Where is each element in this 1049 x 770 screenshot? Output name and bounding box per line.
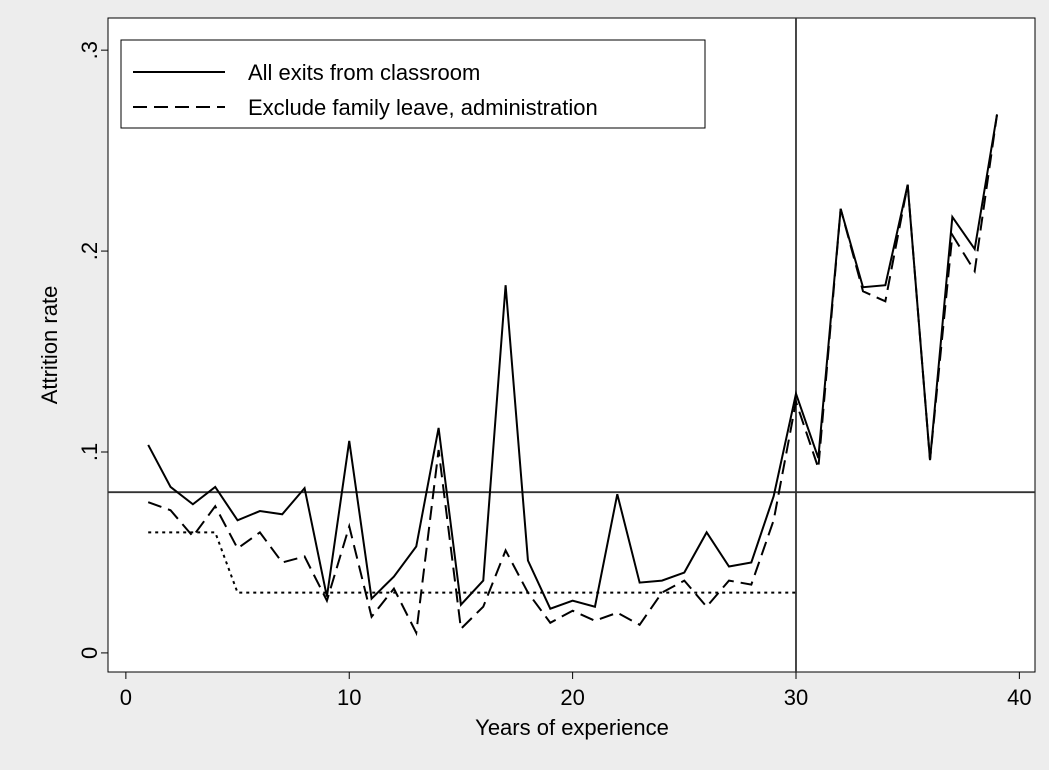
x-axis-label: Years of experience: [475, 715, 669, 740]
y-tick-label: .2: [77, 242, 102, 260]
y-tick-label: .1: [77, 443, 102, 461]
y-axis-label: Attrition rate: [37, 286, 62, 405]
x-tick-label: 20: [560, 685, 584, 710]
x-tick-label: 10: [337, 685, 361, 710]
series-line: [147, 114, 999, 610]
x-tick-label: 30: [784, 685, 808, 710]
y-tick-label: 0: [77, 647, 102, 659]
series-line: [148, 531, 796, 594]
legend-box: [120, 39, 706, 129]
series-line: [147, 114, 999, 637]
legend-label: All exits from classroom: [248, 60, 480, 85]
x-tick-label: 0: [120, 685, 132, 710]
legend-label: Exclude family leave, administration: [248, 95, 598, 120]
y-tick-label: .3: [77, 41, 102, 59]
x-tick-label: 40: [1007, 685, 1031, 710]
